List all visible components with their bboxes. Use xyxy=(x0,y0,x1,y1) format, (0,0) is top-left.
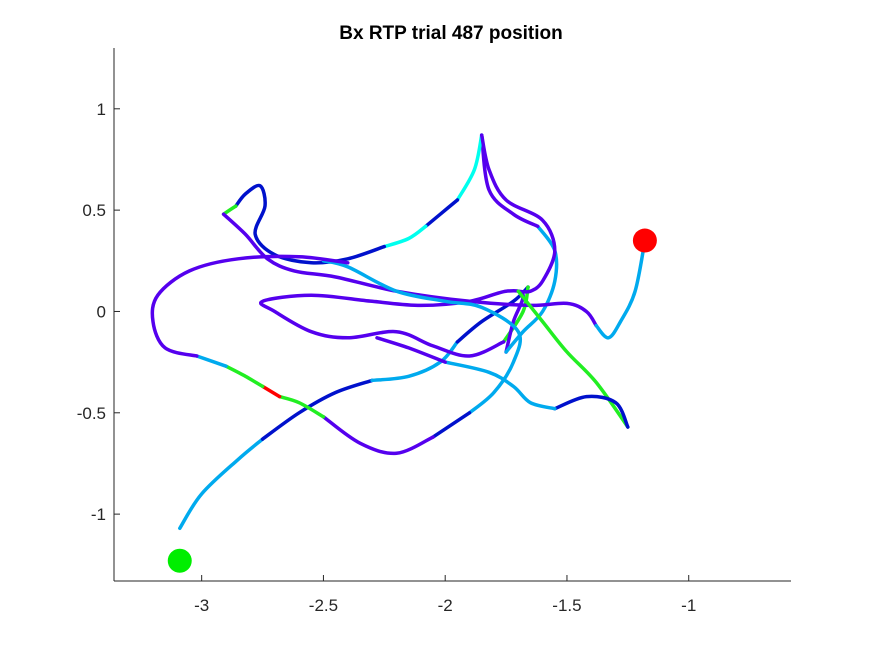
x-tick-label: -2.5 xyxy=(309,596,338,615)
trajectory-segment xyxy=(195,354,228,368)
trajectory-segment xyxy=(260,378,374,441)
trajectory-segment xyxy=(423,198,460,229)
trajectory-segment xyxy=(479,133,540,229)
y-tick-label: 0.5 xyxy=(82,201,106,220)
trajectory-segment xyxy=(455,133,484,202)
x-tick-label: -1 xyxy=(681,596,696,615)
y-tick-label: -1 xyxy=(91,505,106,524)
trajectory-segment xyxy=(382,224,428,249)
trajectory-segment xyxy=(260,384,282,399)
trajectory-segment xyxy=(224,364,265,389)
trajectory-segment xyxy=(553,394,630,429)
trajectory-segment xyxy=(259,288,525,358)
trajectory-segment xyxy=(594,238,647,340)
y-tick-label: 0 xyxy=(97,302,106,321)
x-tick-label: -1.5 xyxy=(552,596,581,615)
x-tick-label: -3 xyxy=(194,596,209,615)
trajectory-segment xyxy=(277,394,326,419)
x-axis: -3 -2.5 -2 -1.5 -1 xyxy=(114,575,791,615)
trajectory-segment xyxy=(431,411,472,439)
y-tick-label: 1 xyxy=(97,100,106,119)
trajectory-segment xyxy=(443,360,557,411)
start-marker xyxy=(167,548,192,573)
chart-title: Bx RTP trial 487 position xyxy=(339,23,562,44)
trajectory-segment xyxy=(321,259,523,415)
trajectory-segment xyxy=(221,204,238,216)
trajectory-segment xyxy=(479,133,557,294)
y-tick-label: -0.5 xyxy=(77,404,106,423)
trajectory-segment xyxy=(178,437,265,531)
trajectory-segment xyxy=(516,289,630,429)
trajectory-segment xyxy=(150,254,350,358)
plot-area xyxy=(150,133,657,573)
x-tick-label: -2 xyxy=(438,596,453,615)
trajectory-segment xyxy=(375,336,447,364)
y-axis: 1 0.5 0 -0.5 -1 xyxy=(77,48,120,581)
end-marker xyxy=(632,228,657,253)
trajectory-segment xyxy=(321,415,435,456)
